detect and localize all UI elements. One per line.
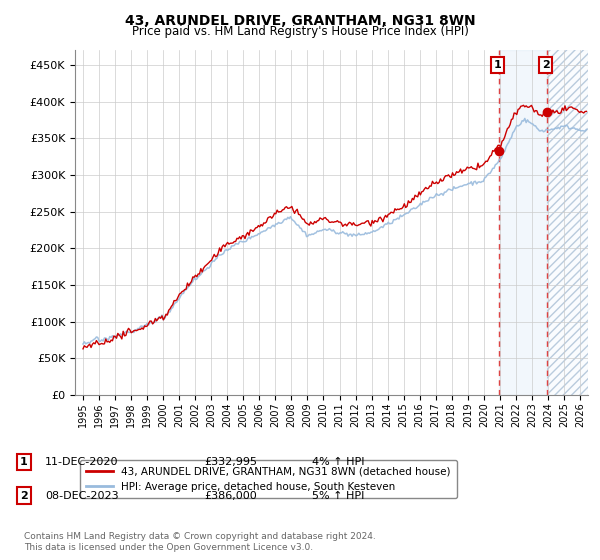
- Text: 11-DEC-2020: 11-DEC-2020: [45, 457, 119, 467]
- Bar: [547, 50, 588, 395]
- Text: 5% ↑ HPI: 5% ↑ HPI: [312, 491, 364, 501]
- Text: 4% ↑ HPI: 4% ↑ HPI: [312, 457, 365, 467]
- Text: Price paid vs. HM Land Registry's House Price Index (HPI): Price paid vs. HM Land Registry's House …: [131, 25, 469, 38]
- Bar: [499, 50, 547, 395]
- Bar: [547, 50, 588, 395]
- Text: 1: 1: [494, 60, 501, 70]
- Text: 2: 2: [20, 491, 28, 501]
- Text: £332,995: £332,995: [204, 457, 257, 467]
- Text: Contains HM Land Registry data © Crown copyright and database right 2024.
This d: Contains HM Land Registry data © Crown c…: [24, 532, 376, 552]
- Text: 43, ARUNDEL DRIVE, GRANTHAM, NG31 8WN: 43, ARUNDEL DRIVE, GRANTHAM, NG31 8WN: [125, 14, 475, 28]
- Bar: [547, 50, 588, 395]
- Text: 1: 1: [20, 457, 28, 467]
- Legend: 43, ARUNDEL DRIVE, GRANTHAM, NG31 8WN (detached house), HPI: Average price, deta: 43, ARUNDEL DRIVE, GRANTHAM, NG31 8WN (d…: [80, 460, 457, 498]
- Text: 2: 2: [542, 60, 550, 70]
- Text: 08-DEC-2023: 08-DEC-2023: [45, 491, 119, 501]
- Text: £386,000: £386,000: [204, 491, 257, 501]
